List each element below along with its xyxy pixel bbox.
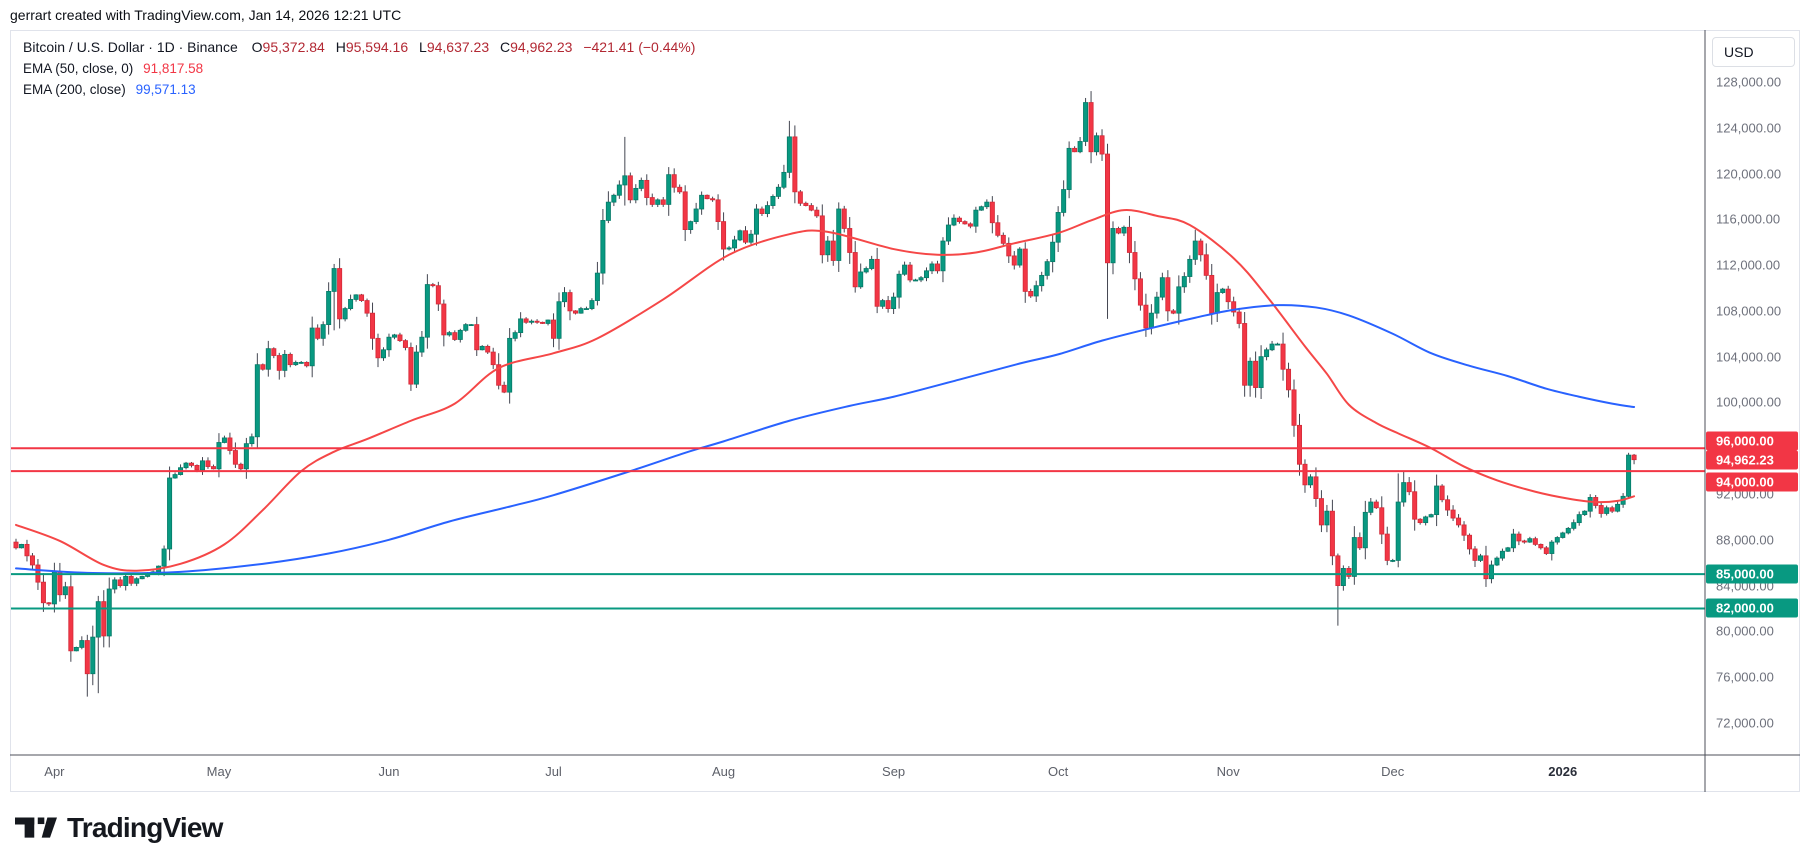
tradingview-wordmark: TradingView xyxy=(67,812,223,843)
change-value: −421.41 (−0.44%) xyxy=(583,39,696,55)
ema50-legend-row[interactable]: EMA (50, close, 0) 91,817.58 xyxy=(23,60,695,81)
price-tick-72000: 72,000.00 xyxy=(1716,715,1774,731)
current-price-label: 94,962.23 xyxy=(1706,450,1798,470)
price-tick-88000: 88,000.00 xyxy=(1716,532,1774,548)
close-label: C xyxy=(500,39,511,55)
chart-legend: Bitcoin / U.S. Dollar · 1D · Binance O95… xyxy=(23,38,695,102)
time-label-Aug: Aug xyxy=(711,764,736,779)
symbol-legend-row[interactable]: Bitcoin / U.S. Dollar · 1D · Binance O95… xyxy=(23,38,695,60)
price-tick-120000: 120,000.00 xyxy=(1716,166,1782,181)
chart-widget xyxy=(10,30,1800,792)
time-label-Sep: Sep xyxy=(882,764,906,779)
price-tick-76000: 76,000.00 xyxy=(1716,669,1774,685)
currency-unit-button[interactable]: USD xyxy=(1712,37,1795,67)
price-tick-116000: 116,000.00 xyxy=(1716,211,1781,227)
tradingview-logo-icon xyxy=(15,817,57,838)
open-label: O xyxy=(251,39,263,55)
close-value: 94,962.23 xyxy=(510,39,573,55)
level-label-94000: 94,000.00 xyxy=(1706,472,1798,492)
high-label: H xyxy=(335,39,346,55)
time-label-Dec: Dec xyxy=(1381,764,1405,779)
price-tick-128000: 128,000.00 xyxy=(1716,74,1782,90)
open-value: 95,372.84 xyxy=(262,39,325,55)
symbol-title: Bitcoin / U.S. Dollar · 1D · Binance xyxy=(23,39,238,55)
ema50-value: 91,817.58 xyxy=(143,61,204,76)
time-label-Jun: Jun xyxy=(378,764,400,779)
low-value: 94,637.23 xyxy=(426,39,490,55)
level-label-85000: 85,000.00 xyxy=(1706,564,1798,584)
time-label-Jul: Jul xyxy=(545,764,562,779)
price-tick-100000: 100,000.00 xyxy=(1716,394,1782,410)
low-label: L xyxy=(419,39,427,55)
tradingview-logo[interactable]: TradingView xyxy=(15,812,223,844)
time-label-May: May xyxy=(206,764,232,779)
credit-line: gerrart created with TradingView.com, Ja… xyxy=(10,7,402,23)
price-tick-112000: 112,000.00 xyxy=(1716,257,1781,273)
time-label-Nov: Nov xyxy=(1216,764,1240,779)
time-label-Oct: Oct xyxy=(1048,764,1069,779)
level-label-96000: 96,000.00 xyxy=(1706,431,1798,451)
price-tick-108000: 108,000.00 xyxy=(1716,303,1782,319)
ema200-legend-row[interactable]: EMA (200, close) 99,571.13 xyxy=(23,81,695,102)
high-value: 95,594.16 xyxy=(345,39,409,55)
level-label-82000: 82,000.00 xyxy=(1706,598,1798,618)
time-label-2026: 2026 xyxy=(1548,764,1578,779)
ema200-label: EMA (200, close) xyxy=(23,82,126,97)
price-tick-124000: 124,000.00 xyxy=(1716,120,1782,136)
price-tick-104000: 104,000.00 xyxy=(1716,349,1782,365)
ema50-label: EMA (50, close, 0) xyxy=(23,61,134,76)
price-tick-80000: 80,000.00 xyxy=(1716,623,1774,639)
ema200-value: 99,571.13 xyxy=(135,82,196,97)
time-label-Apr: Apr xyxy=(44,764,65,779)
